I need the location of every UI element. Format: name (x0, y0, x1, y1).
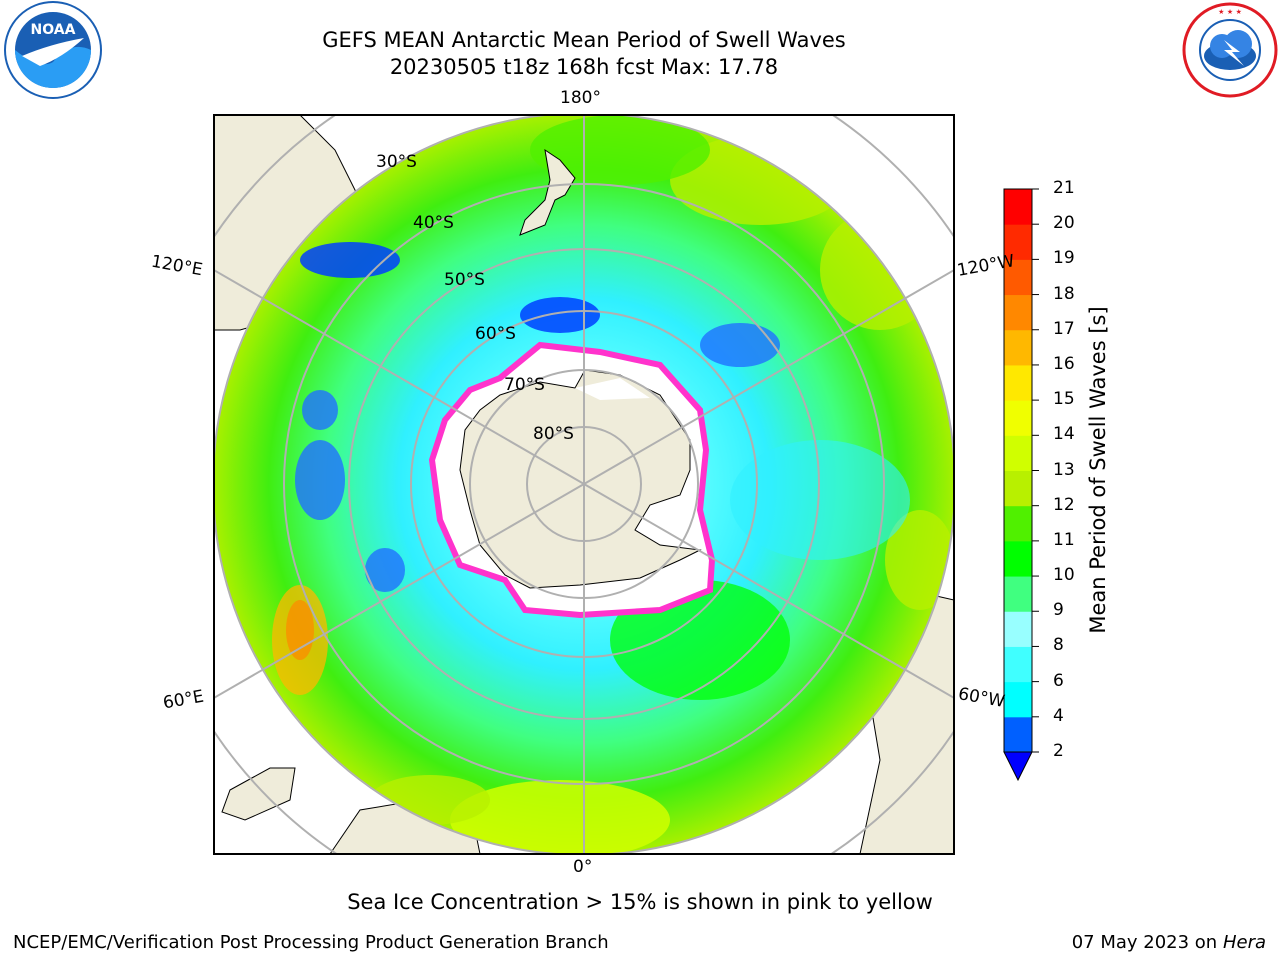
nws-logo: ★ ★ ★ (1182, 2, 1278, 98)
colorbar-tick-label: 16 (1053, 353, 1075, 374)
lat-label-70s: 70°S (504, 375, 545, 395)
colorbar-segment (1004, 470, 1032, 507)
colorbar-label: Mean Period of Swell Waves [s] (1086, 306, 1110, 634)
colorbar-tick-label: 18 (1053, 283, 1075, 304)
colorbar-tick-label: 17 (1053, 318, 1075, 339)
colorbar-tick-label: 6 (1053, 670, 1064, 691)
colorbar-tick-label: 9 (1053, 600, 1064, 621)
ross-ice-shelf (575, 378, 650, 400)
stamp-host: Hera (1222, 932, 1266, 953)
colorbar-segment (1004, 576, 1032, 612)
lat-label-50s: 50°S (444, 270, 485, 290)
colorbar-tick-label: 8 (1053, 635, 1064, 656)
colorbar (1003, 188, 1039, 782)
graticule (214, 115, 954, 854)
map-area (214, 115, 954, 854)
stamp-date: 07 May 2023 on (1071, 932, 1218, 953)
title-line-2: 20230505 t18z 168h fcst Max: 17.78 (389, 55, 779, 79)
lon-label-180: 180° (560, 88, 601, 108)
land-madagascar (221, 767, 296, 821)
colorbar-segment (1004, 611, 1032, 647)
colorbar-segment (1004, 716, 1032, 753)
lat-label-30s: 30°S (376, 152, 417, 172)
credit-line: NCEP/EMC/Verification Post Processing Pr… (13, 932, 609, 953)
colorbar-segment (1004, 294, 1032, 331)
colorbar-segment (1004, 400, 1032, 436)
colorbar-tick-label: 2 (1053, 741, 1064, 761)
colorbar-tick-label: 11 (1053, 529, 1075, 550)
colorbar-tick-label: 14 (1053, 424, 1075, 445)
colorbar-tick-label: 15 (1053, 389, 1075, 410)
colorbar-tick-label: 21 (1053, 178, 1075, 198)
colorbar-segment (1004, 505, 1032, 542)
map-frame (213, 114, 955, 855)
colorbar-segment (1004, 435, 1032, 471)
colorbar-tick-label: 10 (1053, 565, 1075, 586)
colorbar-tick-label: 20 (1053, 213, 1075, 234)
colorbar-segment (1004, 540, 1032, 577)
lat-label-60s: 60°S (475, 324, 516, 344)
noaa-logo: NOAA (4, 1, 102, 99)
colorbar-tick-label: 19 (1053, 248, 1075, 269)
lat-label-80s: 80°S (533, 424, 574, 444)
colorbar-segment (1004, 224, 1032, 260)
land-new-zealand (519, 148, 576, 236)
colorbar-segment (1004, 259, 1032, 296)
colorbar-extend-min (1003, 751, 1033, 782)
colorbar-segment (1004, 329, 1032, 366)
lon-label-0: 0° (573, 857, 593, 877)
colorbar-tick-label: 4 (1053, 705, 1064, 726)
colorbar-tick-label: 12 (1053, 494, 1075, 515)
title-line-1: GEFS MEAN Antarctic Mean Period of Swell… (322, 28, 846, 52)
colorbar-segment (1004, 681, 1032, 718)
colorbar-segment (1004, 646, 1032, 683)
svg-text:★ ★ ★: ★ ★ ★ (1218, 8, 1242, 16)
colorbar-segment (1004, 189, 1032, 225)
sea-ice-caption: Sea Ice Concentration > 15% is shown in … (347, 890, 933, 914)
lat-label-40s: 40°S (413, 213, 454, 233)
colorbar-segment (1004, 364, 1032, 401)
date-stamp: 07 May 2023 on Hera (1072, 932, 1266, 953)
noaa-logo-text: NOAA (31, 22, 76, 38)
colorbar-tick-label: 13 (1053, 459, 1075, 480)
